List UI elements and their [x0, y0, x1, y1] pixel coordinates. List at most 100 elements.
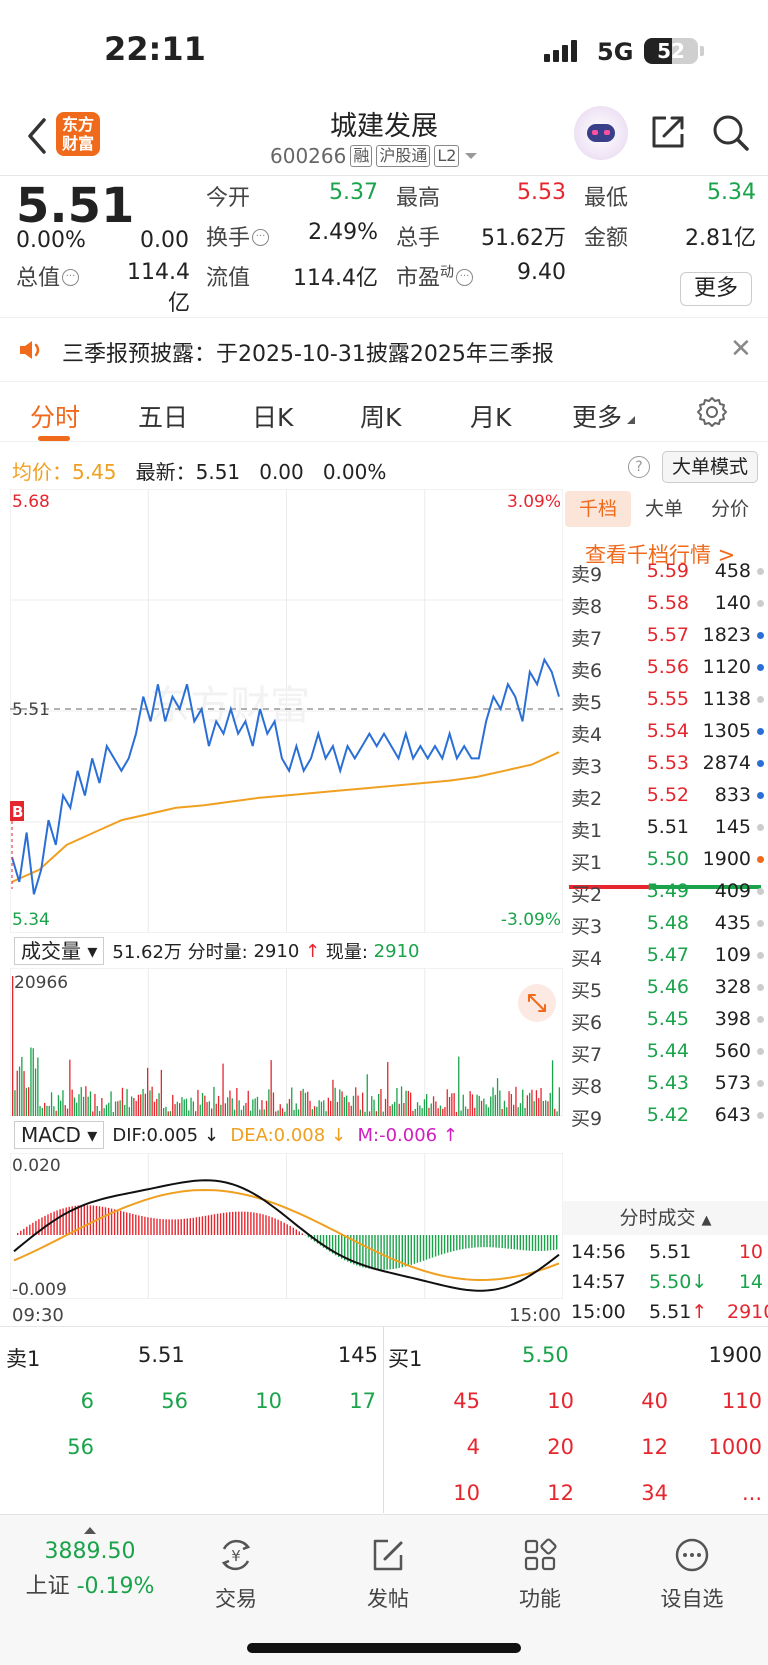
- book-tabs: 千档 大单 分价: [565, 491, 765, 527]
- volume-bar: [400, 1086, 403, 1116]
- search-icon[interactable]: [710, 112, 750, 152]
- tab-intraday[interactable]: 分时: [30, 403, 81, 432]
- info-icon[interactable]: ···: [62, 269, 80, 286]
- bid-row[interactable]: 买9 5.42 643: [567, 1099, 767, 1133]
- back-icon[interactable]: [22, 114, 58, 158]
- indicator-select-volume[interactable]: 成交量 ▾: [14, 937, 105, 965]
- tab-five-day[interactable]: 五日: [138, 403, 189, 432]
- tab-daily[interactable]: 日K: [252, 403, 294, 432]
- avg-price-line: [11, 751, 560, 883]
- nav-functions[interactable]: 功能: [480, 1535, 600, 1613]
- macd-min-label: -0.009: [12, 1280, 67, 1299]
- bid-queue-item: 34: [641, 1481, 668, 1505]
- macd-bar: [341, 1235, 343, 1259]
- stock-code-row[interactable]: 600266 融 沪股通 L2: [270, 144, 479, 168]
- volume-bar: [190, 1097, 192, 1116]
- expand-icon[interactable]: [518, 984, 556, 1022]
- nav-post[interactable]: 发帖: [328, 1535, 448, 1613]
- ask-row[interactable]: 卖2 5.52 833: [567, 779, 767, 813]
- assistant-avatar[interactable]: [574, 106, 628, 160]
- volume-bar: [201, 1093, 204, 1116]
- ask-volume: 458: [714, 560, 751, 582]
- ask-row[interactable]: 卖1 5.51 145: [567, 811, 767, 845]
- tab-more[interactable]: 更多: [572, 398, 637, 434]
- index-widget[interactable]: 3889.50 上证 -0.19%: [20, 1525, 160, 1600]
- ask-row[interactable]: 卖8 5.58 140: [567, 587, 767, 621]
- book-tab-bigorder[interactable]: 大单: [644, 498, 683, 520]
- ask-row[interactable]: 卖4 5.54 1305: [567, 715, 767, 749]
- volume-bar: [355, 1087, 357, 1116]
- volume-bar: [181, 1097, 183, 1116]
- buy-marker[interactable]: [10, 801, 24, 821]
- volume-bar: [416, 1102, 419, 1116]
- share-icon[interactable]: [648, 112, 688, 152]
- gear-icon[interactable]: [696, 396, 728, 428]
- tab-weekly[interactable]: 周K: [360, 403, 402, 432]
- volume-bar: [80, 1087, 82, 1116]
- ask-volume: 1138: [702, 688, 751, 710]
- bid-queue-item: 40: [641, 1389, 668, 1413]
- macd-bar: [316, 1235, 319, 1244]
- close-icon[interactable]: ✕: [730, 334, 752, 364]
- volume-chart[interactable]: 20966: [10, 968, 563, 1116]
- info-icon[interactable]: ···: [252, 229, 270, 246]
- bid-row[interactable]: 买5 5.46 328: [567, 971, 767, 1005]
- macd-bar: [347, 1235, 349, 1262]
- nav-add-watchlist[interactable]: 设自选: [632, 1535, 752, 1613]
- ask-row[interactable]: 卖7 5.57 1823: [567, 619, 767, 653]
- volume-bar: [542, 1101, 544, 1116]
- bid-row[interactable]: 买3 5.48 435: [567, 907, 767, 941]
- ask-row[interactable]: 卖5 5.55 1138: [567, 683, 767, 717]
- bid-row[interactable]: 买2 5.49 409: [567, 875, 767, 909]
- volume-bar: [430, 1103, 432, 1116]
- volume-bar: [350, 1105, 352, 1116]
- macd-bar: [344, 1235, 346, 1261]
- bid-row[interactable]: 买6 5.45 398: [567, 1003, 767, 1037]
- volume-max-label: 20966: [14, 973, 68, 993]
- macd-bar: [513, 1235, 515, 1250]
- macd-chart[interactable]: 0.020 -0.009: [10, 1153, 563, 1299]
- bid-row[interactable]: 买8 5.43 573: [567, 1067, 767, 1101]
- bid-row[interactable]: 买4 5.47 109: [567, 939, 767, 973]
- big-order-mode-button[interactable]: 大单模式: [662, 451, 758, 483]
- trade-volume: 2910: [727, 1301, 768, 1323]
- ask-row[interactable]: 卖6 5.56 1120: [567, 651, 767, 685]
- bid-queue-item: 12: [547, 1481, 574, 1505]
- volume-bar: [229, 1090, 231, 1116]
- macd-bar: [113, 1209, 116, 1235]
- intraday-chart[interactable]: 东方财富 5.68 5.34 3.09% -3.09% 5.51 B: [10, 489, 563, 933]
- trade-icon: ¥: [221, 1539, 251, 1571]
- bid-queue-item: 10: [547, 1389, 574, 1413]
- indicator-select-macd[interactable]: MACD ▾: [14, 1121, 105, 1149]
- volume-bar: [158, 1093, 160, 1116]
- mktcap-label: 总值: [16, 266, 61, 291]
- ask-row[interactable]: 卖3 5.53 2874: [567, 747, 767, 781]
- app-logo[interactable]: 东方 财富: [56, 112, 100, 156]
- help-icon[interactable]: ?: [628, 456, 650, 478]
- macd-bar: [29, 1224, 31, 1235]
- tab-monthly[interactable]: 月K: [470, 403, 512, 432]
- bid-row[interactable]: 买1 5.50 1900: [567, 843, 767, 877]
- macd-bar: [437, 1235, 440, 1256]
- book-tab-depth[interactable]: 千档: [565, 491, 631, 527]
- notice-bar[interactable]: 三季报预披露：于2025-10-31披露2025年三季报 ✕: [0, 318, 768, 382]
- macd-bar: [147, 1217, 149, 1235]
- volume-bar: [368, 1111, 371, 1116]
- macd-bar: [471, 1235, 473, 1248]
- book-tab-price[interactable]: 分价: [710, 498, 749, 520]
- volume-bar: [176, 1101, 178, 1116]
- volume-bar: [309, 1100, 311, 1116]
- ask-row[interactable]: 卖9 5.59 458: [567, 555, 767, 589]
- nav-trade[interactable]: ¥ 交易: [176, 1535, 296, 1613]
- view-depth-link[interactable]: 查看千档行情 >: [585, 543, 736, 567]
- more-button[interactable]: 更多: [680, 272, 752, 306]
- info-icon[interactable]: ···: [456, 269, 474, 286]
- volume-bar: [362, 1092, 364, 1116]
- volume-bar: [442, 1108, 444, 1116]
- bottom-nav: 3889.50 上证 -0.19% ¥ 交易 发帖 功能: [0, 1514, 768, 1665]
- bid-row[interactable]: 买7 5.44 560: [567, 1035, 767, 1069]
- volume-bar: [330, 1100, 332, 1116]
- volume-bar: [69, 1059, 71, 1116]
- trades-header[interactable]: 分时成交 ▲: [563, 1201, 768, 1235]
- volume-bar: [398, 1103, 400, 1116]
